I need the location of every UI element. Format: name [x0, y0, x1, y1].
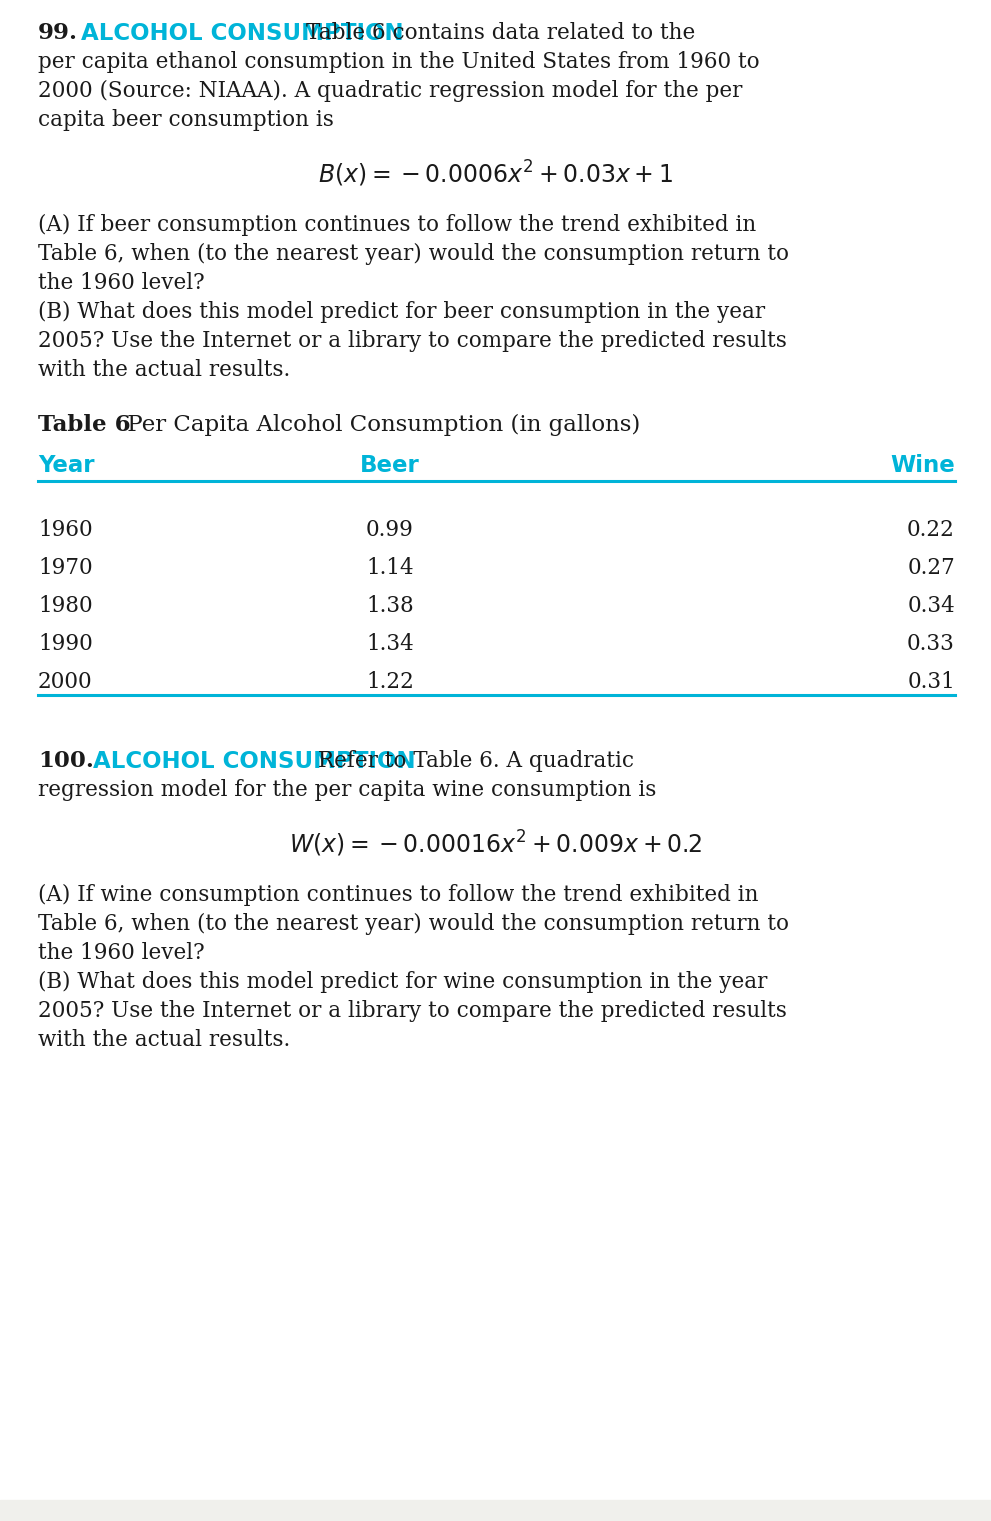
Text: Table 6 contains data related to the: Table 6 contains data related to the [306, 21, 696, 44]
Text: the 1960 level?: the 1960 level? [38, 941, 204, 964]
Text: with the actual results.: with the actual results. [38, 1030, 290, 1051]
Bar [0, 1500, 991, 1521]
Text: 0.99: 0.99 [366, 519, 414, 541]
Text: ALCOHOL CONSUMPTION: ALCOHOL CONSUMPTION [81, 21, 403, 46]
Text: with the actual results.: with the actual results. [38, 359, 290, 380]
Text: (A) If beer consumption continues to follow the trend exhibited in: (A) If beer consumption continues to fol… [38, 214, 756, 236]
Text: 1990: 1990 [38, 633, 93, 656]
Text: Wine: Wine [890, 453, 955, 478]
Text: 99.: 99. [38, 21, 78, 44]
Text: 2000: 2000 [38, 671, 92, 694]
Text: Refer to Table 6. A quadratic: Refer to Table 6. A quadratic [318, 750, 634, 773]
Text: 1970: 1970 [38, 557, 92, 580]
Text: 1960: 1960 [38, 519, 92, 541]
Text: 100.: 100. [38, 750, 94, 773]
Text: Table 6: Table 6 [38, 414, 131, 437]
Text: Per Capita Alcohol Consumption (in gallons): Per Capita Alcohol Consumption (in gallo… [120, 414, 640, 437]
Text: Beer: Beer [360, 453, 420, 478]
Text: Year: Year [38, 453, 94, 478]
Text: 0.31: 0.31 [907, 671, 955, 694]
Text: 0.34: 0.34 [907, 595, 955, 618]
Text: 0.33: 0.33 [907, 633, 955, 656]
Text: Table 6, when (to the nearest year) would the consumption return to: Table 6, when (to the nearest year) woul… [38, 243, 789, 265]
Text: 0.27: 0.27 [907, 557, 955, 580]
Text: capita beer consumption is: capita beer consumption is [38, 110, 334, 131]
Text: the 1960 level?: the 1960 level? [38, 272, 204, 294]
Text: 1.14: 1.14 [367, 557, 414, 580]
Text: (B) What does this model predict for wine consumption in the year: (B) What does this model predict for win… [38, 970, 767, 993]
Text: $W(x) = -0.00016x^2 + 0.009x + 0.2$: $W(x) = -0.00016x^2 + 0.009x + 0.2$ [288, 829, 703, 859]
Text: ALCOHOL CONSUMPTION: ALCOHOL CONSUMPTION [93, 750, 415, 773]
Text: 1.22: 1.22 [366, 671, 414, 694]
Text: 2000 (Source: NIAAA). A quadratic regression model for the per: 2000 (Source: NIAAA). A quadratic regres… [38, 81, 742, 102]
Text: Table 6, when (to the nearest year) would the consumption return to: Table 6, when (to the nearest year) woul… [38, 913, 789, 935]
Text: 1980: 1980 [38, 595, 92, 618]
Text: 2005? Use the Internet or a library to compare the predicted results: 2005? Use the Internet or a library to c… [38, 330, 787, 351]
Text: regression model for the per capita wine consumption is: regression model for the per capita wine… [38, 779, 656, 802]
Text: per capita ethanol consumption in the United States from 1960 to: per capita ethanol consumption in the Un… [38, 52, 760, 73]
Text: (A) If wine consumption continues to follow the trend exhibited in: (A) If wine consumption continues to fol… [38, 884, 758, 907]
Text: 2005? Use the Internet or a library to compare the predicted results: 2005? Use the Internet or a library to c… [38, 999, 787, 1022]
Text: 0.22: 0.22 [907, 519, 955, 541]
Text: $B(x) = -0.0006x^2 + 0.03x + 1$: $B(x) = -0.0006x^2 + 0.03x + 1$ [318, 160, 673, 189]
Text: 1.38: 1.38 [366, 595, 414, 618]
Text: 1.34: 1.34 [366, 633, 414, 656]
Text: (B) What does this model predict for beer consumption in the year: (B) What does this model predict for bee… [38, 301, 765, 322]
